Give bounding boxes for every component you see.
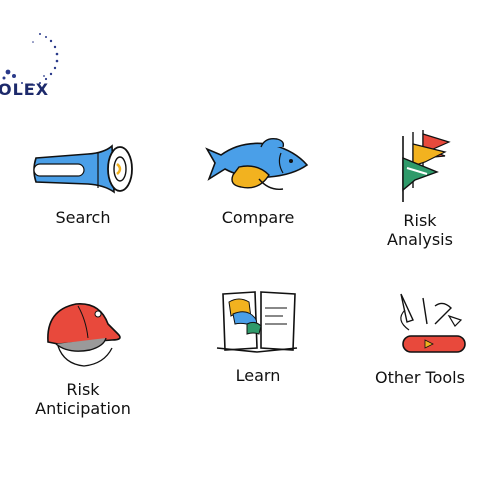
tool-label: Other Tools: [375, 368, 465, 387]
tool-label: Search: [55, 208, 111, 227]
flashlight-icon: [33, 144, 133, 194]
book-icon: [216, 291, 298, 353]
logo-dots-icon: [2, 33, 59, 86]
tool-risk-anticipation[interactable]: Risk Anticipation: [8, 292, 158, 418]
logo-text: OLEX: [0, 80, 50, 99]
tool-learn[interactable]: Learn: [183, 288, 333, 385]
tool-search[interactable]: Search: [8, 140, 158, 227]
tool-compare[interactable]: Compare: [183, 135, 333, 227]
flags-icon: [402, 130, 451, 202]
fish-icon: [205, 137, 309, 190]
tool-label: Risk Analysis: [387, 211, 453, 249]
tool-label: Risk Anticipation: [35, 380, 131, 418]
helmet-icon: [47, 303, 121, 367]
tool-label: Compare: [221, 208, 295, 227]
brand-logo[interactable]: OLEX: [0, 28, 70, 99]
multitool-icon: [400, 293, 466, 353]
tool-other-tools[interactable]: Other Tools: [345, 290, 495, 387]
tool-risk-analysis[interactable]: Risk Analysis: [345, 128, 495, 249]
tool-label: Learn: [235, 366, 281, 385]
